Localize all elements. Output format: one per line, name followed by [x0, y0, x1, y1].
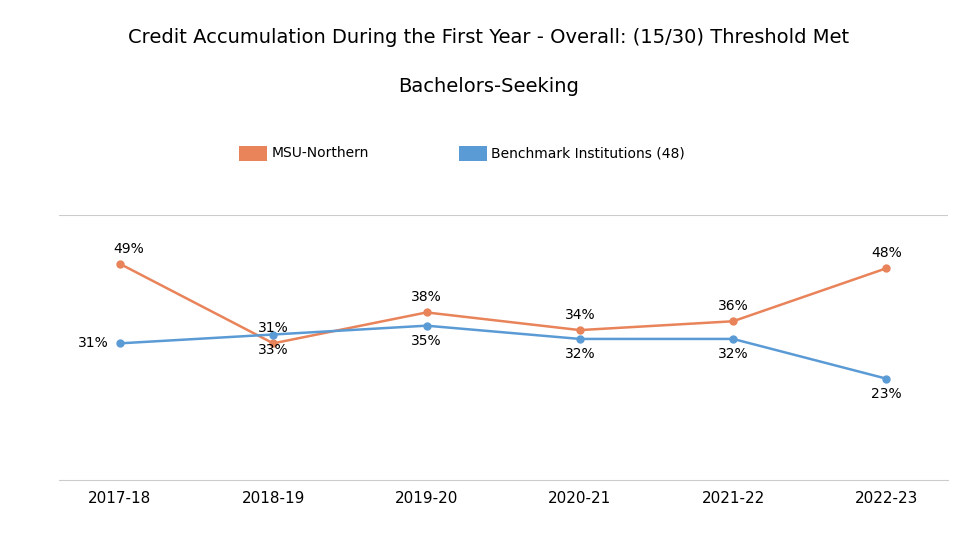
- Text: Credit Accumulation During the First Year - Overall: (15/30) Threshold Met: Credit Accumulation During the First Yea…: [128, 28, 849, 46]
- Text: 35%: 35%: [411, 334, 442, 348]
- Text: 48%: 48%: [871, 246, 902, 260]
- Text: 38%: 38%: [411, 290, 442, 304]
- Text: 32%: 32%: [718, 347, 748, 361]
- Text: Benchmark Institutions (48): Benchmark Institutions (48): [491, 146, 685, 161]
- Text: Bachelors-Seeking: Bachelors-Seeking: [398, 77, 579, 96]
- Text: 34%: 34%: [565, 308, 595, 322]
- Text: 49%: 49%: [113, 242, 144, 256]
- Text: 32%: 32%: [565, 347, 595, 361]
- Text: 33%: 33%: [258, 343, 288, 357]
- Text: 23%: 23%: [871, 387, 902, 401]
- Text: 36%: 36%: [718, 299, 748, 313]
- Text: MSU-Northern: MSU-Northern: [272, 146, 369, 161]
- Text: 31%: 31%: [258, 321, 288, 335]
- Text: 31%: 31%: [78, 336, 109, 351]
